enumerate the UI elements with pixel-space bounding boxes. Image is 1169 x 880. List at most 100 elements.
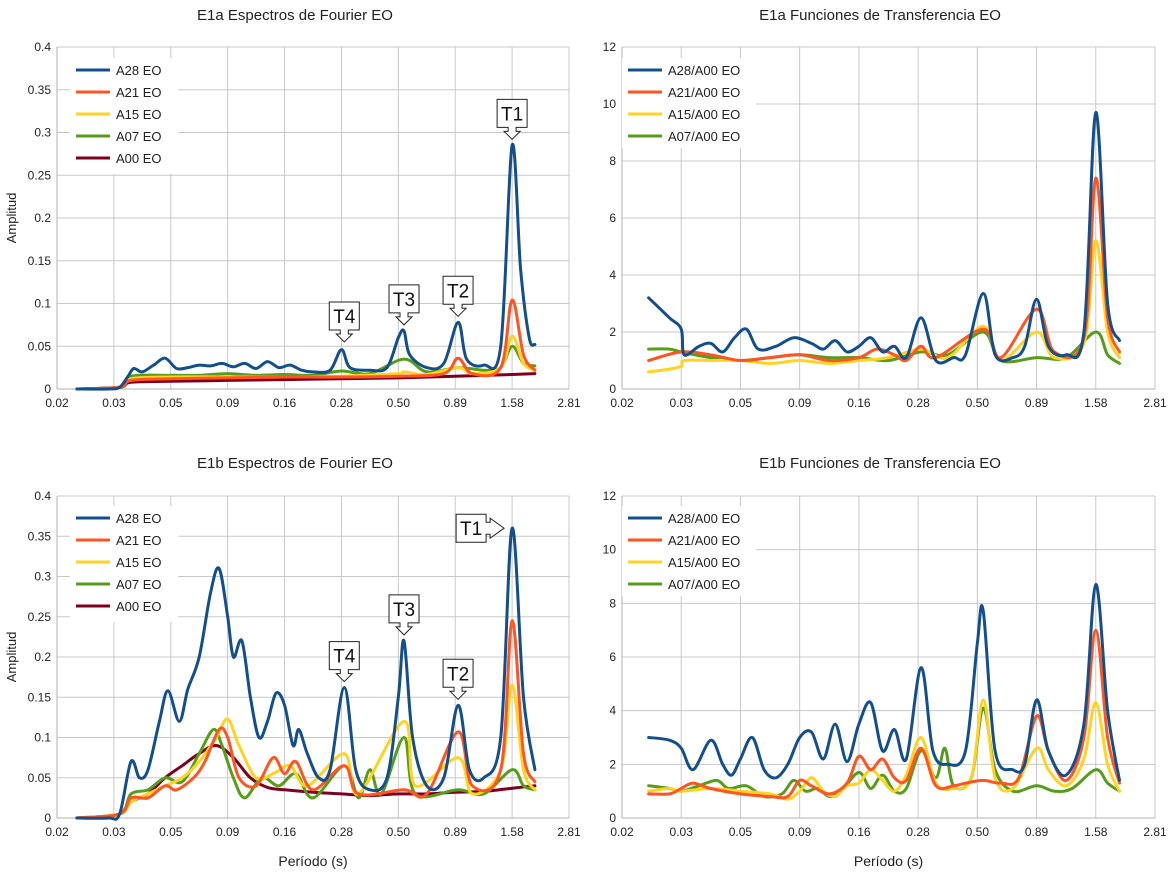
series-line <box>75 619 537 820</box>
x-tick-label: 0.02 <box>610 825 634 839</box>
legend-background <box>70 58 178 174</box>
y-tick-label: 0.05 <box>28 771 52 785</box>
legend: A28/A00 EO A21/A00 EO A15/A00 EO A07/A00 EO <box>622 58 756 148</box>
y-tick-label: 8 <box>609 596 616 610</box>
x-tick-label: 0.03 <box>670 396 694 410</box>
x-tick-label: 0.03 <box>102 825 126 839</box>
y-tick-label: 0 <box>609 382 616 396</box>
annotation-label: T2 <box>447 281 469 302</box>
x-tick-label: 0.89 <box>1025 396 1049 410</box>
y-tick-label: 12 <box>603 489 617 503</box>
annotation-callout: T3 <box>388 594 420 636</box>
chart-title: E1a Funciones de Transferencia EO <box>759 7 1001 24</box>
x-tick-label: 0.02 <box>610 396 634 410</box>
x-tick-label: 1.58 <box>500 825 524 839</box>
x-tick-label: 0.50 <box>966 825 990 839</box>
legend-label: A15 EO <box>116 107 162 122</box>
series-line <box>647 706 1121 799</box>
x-tick-label: 0.28 <box>330 825 354 839</box>
x-tick-label: 0.50 <box>387 825 411 839</box>
legend: A28/A00 EO A21/A00 EO A15/A00 EO A07/A00 EO <box>622 506 756 596</box>
x-tick-label: 0.05 <box>729 396 753 410</box>
y-tick-label: 0.25 <box>28 610 52 624</box>
annotation-box <box>442 275 474 318</box>
y-tick-label: 10 <box>603 543 617 557</box>
legend: A28 EO A21 EO A15 EO A07 EO A00 EO <box>70 506 178 622</box>
chart-1: E1a Espectros de Fourier EO 0 0.05 0.1 0.15 0… <box>4 7 581 410</box>
chart-3: E1b Espectros de Fourier EO 0 0.05 0.1 0.15 0… <box>4 455 581 869</box>
y-axis-label: Amplitud <box>4 632 19 683</box>
y-tick-label: 8 <box>609 154 616 168</box>
chart-2: E1a Funciones de Transferencia EO 0 2 4 6 8 10… <box>603 7 1167 410</box>
x-axis-label: Período (s) <box>854 853 923 869</box>
x-tick-label: 0.89 <box>1025 825 1049 839</box>
x-tick-label: 0.16 <box>273 396 297 410</box>
annotation-callout: T2 <box>442 275 474 318</box>
y-tick-label: 12 <box>603 40 617 54</box>
x-tick-label: 0.16 <box>847 825 871 839</box>
x-tick-label: 0.89 <box>444 825 468 839</box>
legend-label: A00 EO <box>116 151 162 166</box>
x-tick-label: 2.81 <box>557 825 581 839</box>
y-tick-label: 0.15 <box>28 254 52 268</box>
y-tick-label: 0.35 <box>28 529 52 543</box>
x-tick-label: 0.05 <box>159 396 183 410</box>
y-tick-label: 0.35 <box>28 83 52 97</box>
chart-title: E1b Espectros de Fourier EO <box>197 455 393 472</box>
x-tick-label: 0.89 <box>444 396 468 410</box>
legend-label: A00 EO <box>116 599 162 614</box>
x-tick-label: 0.28 <box>906 825 930 839</box>
y-tick-label: 4 <box>609 704 616 718</box>
x-axis-label: Período (s) <box>278 853 347 869</box>
annotation-callout: T2 <box>442 658 474 701</box>
y-tick-label: 2 <box>609 757 616 771</box>
legend-label: A07/A00 EO <box>668 577 740 592</box>
legend-background <box>70 506 178 622</box>
series-line <box>75 298 537 391</box>
x-tick-label: 0.09 <box>216 396 240 410</box>
y-tick-label: 0.05 <box>28 339 52 353</box>
y-tick-label: 0.2 <box>34 211 51 225</box>
x-tick-label: 0.02 <box>45 825 69 839</box>
legend-label: A21/A00 EO <box>668 85 740 100</box>
legend-label: A21/A00 EO <box>668 533 740 548</box>
series-line <box>647 698 1121 801</box>
annotation-box <box>388 284 420 326</box>
x-tick-label: 0.02 <box>45 396 69 410</box>
annotation-callout: T1 <box>496 98 528 141</box>
x-tick-label: 0.09 <box>788 825 812 839</box>
x-tick-label: 0.50 <box>387 396 411 410</box>
series-line <box>75 727 537 820</box>
legend-label: A15 EO <box>116 555 162 570</box>
annotation-label: T1 <box>501 104 523 125</box>
y-tick-label: 0.4 <box>34 489 51 503</box>
legend-label: A15/A00 EO <box>668 107 740 122</box>
legend-background <box>622 58 756 148</box>
y-tick-label: 0 <box>609 811 616 825</box>
y-tick-label: 6 <box>609 211 616 225</box>
x-tick-label: 0.50 <box>966 396 990 410</box>
annotation-box <box>328 301 360 343</box>
annotation-label: T3 <box>393 290 415 311</box>
y-tick-label: 0.1 <box>34 297 51 311</box>
x-tick-label: 1.58 <box>500 396 524 410</box>
x-tick-label: 2.81 <box>1143 825 1167 839</box>
legend-label: A21 EO <box>116 533 162 548</box>
annotation-label: T1 <box>460 519 482 540</box>
legend-label: A28 EO <box>116 63 162 78</box>
y-tick-label: 0.25 <box>28 168 52 182</box>
annotation-box <box>496 98 528 141</box>
series-line <box>647 176 1121 363</box>
annotation-box <box>328 641 360 683</box>
y-axis-label: Amplitud <box>4 193 19 244</box>
y-tick-label: 0 <box>44 382 51 396</box>
y-tick-label: 0.4 <box>34 40 51 54</box>
y-tick-label: 2 <box>609 325 616 339</box>
legend: A28 EO A21 EO A15 EO A07 EO A00 EO <box>70 58 178 174</box>
legend-label: A21 EO <box>116 85 162 100</box>
annotation-box <box>455 513 505 543</box>
x-tick-label: 0.09 <box>216 825 240 839</box>
legend-label: A07 EO <box>116 129 162 144</box>
x-tick-label: 0.16 <box>847 396 871 410</box>
series-line <box>75 142 537 391</box>
